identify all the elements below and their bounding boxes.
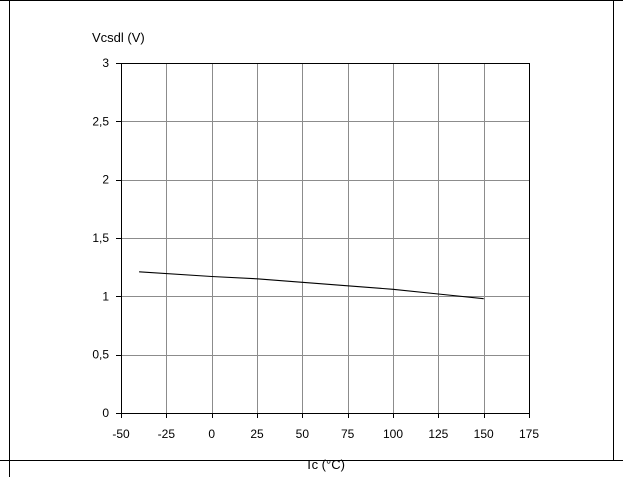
y-tick-label: 0,5 xyxy=(92,348,109,362)
grid xyxy=(121,63,529,413)
x-tick-label: 150 xyxy=(474,427,494,441)
x-tick-label: 175 xyxy=(519,427,539,441)
y-tick-label: 1,5 xyxy=(92,231,109,245)
series-group xyxy=(139,271,484,300)
x-tick-label: 100 xyxy=(383,427,403,441)
plot-area-frame xyxy=(121,63,530,414)
x-tick-label: -50 xyxy=(112,427,130,441)
x-tick-label: -25 xyxy=(158,427,176,441)
y-tick-labels: 0 0,5 1 1,5 2 2,5 3 xyxy=(92,56,109,420)
y-tick-label: 2 xyxy=(102,173,109,187)
y-tick-label: 2,5 xyxy=(92,114,109,128)
y-tick-label: 1 xyxy=(102,289,109,303)
axes xyxy=(116,63,530,418)
x-tick-labels: -50 -25 0 25 50 75 100 125 150 175 xyxy=(112,427,539,441)
x-tick-label: 50 xyxy=(296,427,310,441)
series-line xyxy=(139,271,484,300)
x-tick-label: 25 xyxy=(250,427,264,441)
y-tick-label: 0 xyxy=(102,406,109,420)
x-tick-label: 0 xyxy=(208,427,215,441)
x-tick-label: 125 xyxy=(428,427,448,441)
y-axis-label: Vcsdl (V) xyxy=(92,30,145,45)
x-tick-label: 75 xyxy=(341,427,355,441)
x-axis-label: Tc (°C) xyxy=(305,457,345,472)
y-tick-label: 3 xyxy=(102,56,109,70)
